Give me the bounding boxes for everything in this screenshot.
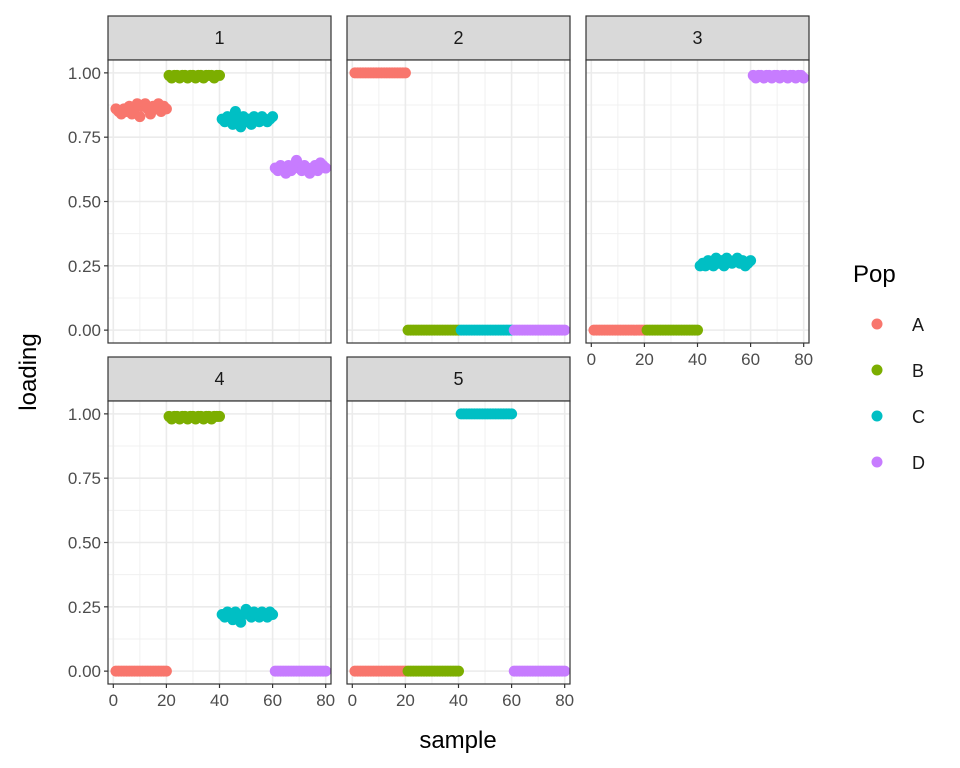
legend-label-C: C (912, 407, 925, 427)
y-tick-label: 0.50 (68, 534, 101, 553)
legend-key-A (871, 318, 883, 330)
facet-strip (346, 356, 571, 402)
legend-key-B (871, 364, 883, 376)
y-tick-label: 0.00 (68, 662, 101, 681)
legend: Pop A B C D (853, 261, 925, 473)
facet-panel-4: 4 0.00 0.25 0.50 0.75 1.00 0 20 40 60 80 (68, 356, 335, 710)
y-tick-label: 0.00 (68, 321, 101, 340)
facet-strip (585, 15, 810, 61)
y-tick-label: 1.00 (68, 64, 101, 83)
data-point-B (692, 324, 703, 336)
x-tick-label: 20 (157, 691, 176, 710)
legend-label-B: B (912, 361, 924, 381)
facet-strip-label: 2 (453, 28, 463, 48)
y-tick-label: 0.25 (68, 257, 101, 276)
data-point-B (214, 410, 225, 422)
data-point-D (559, 324, 571, 336)
panel-border (346, 59, 571, 344)
data-point-D (559, 665, 571, 677)
x-tick-label: 20 (396, 691, 415, 710)
x-tick-label: 0 (348, 691, 357, 710)
x-tick-label: 80 (316, 691, 335, 710)
data-point-B (453, 665, 464, 677)
x-tick-label: 20 (635, 350, 654, 369)
legend-label-A: A (912, 315, 924, 335)
facet-panel-3: 3 0 20 40 60 80 (585, 15, 813, 369)
data-point-D (798, 72, 810, 84)
y-tick-label: 0.25 (68, 598, 101, 617)
x-tick-label: 60 (741, 350, 760, 369)
data-point-C (506, 408, 518, 420)
facet-panel-2: 2 (346, 15, 571, 344)
x-tick-label: 0 (109, 691, 118, 710)
x-tick-label: 60 (502, 691, 521, 710)
x-tick-label: 80 (555, 691, 574, 710)
facet-strip-label: 4 (214, 369, 224, 389)
facet-panels: 1 0.00 0.25 0.50 0.75 1.00 2 3 0 20 40 60 80 4 0.00 0.2… (68, 15, 813, 710)
legend-key-C (871, 410, 883, 422)
data-point-D (320, 162, 332, 174)
data-point-A (160, 665, 172, 677)
y-tick-label: 0.50 (68, 193, 101, 212)
y-tick-label: 1.00 (68, 405, 101, 424)
y-tick-label: 0.75 (68, 469, 101, 488)
data-point-B (214, 69, 225, 81)
y-tick-label: 0.75 (68, 128, 101, 147)
x-tick-label: 40 (688, 350, 707, 369)
data-point-C (267, 111, 279, 123)
data-point-A (134, 111, 146, 123)
data-point-D (320, 665, 332, 677)
x-axis-title: sample (419, 727, 496, 754)
facet-strip-label: 3 (692, 28, 702, 48)
data-point-C (267, 609, 279, 621)
x-tick-label: 60 (263, 691, 282, 710)
x-tick-label: 0 (587, 350, 596, 369)
x-tick-label: 40 (449, 691, 468, 710)
legend-label-D: D (912, 453, 925, 473)
legend-key-D (871, 456, 883, 468)
facet-panel-1: 1 0.00 0.25 0.50 0.75 1.00 (68, 15, 332, 344)
x-tick-label: 40 (210, 691, 229, 710)
facet-strip (107, 15, 332, 61)
y-axis-title: loading (15, 333, 42, 410)
facet-strip-label: 1 (214, 28, 224, 48)
facet-strip-label: 5 (453, 369, 463, 389)
data-point-C (745, 255, 757, 267)
facet-panel-5: 5 0 20 40 60 80 (346, 356, 574, 710)
x-tick-label: 80 (794, 350, 813, 369)
data-point-A (160, 103, 172, 115)
data-point-A (399, 67, 411, 79)
legend-title: Pop (853, 261, 896, 288)
